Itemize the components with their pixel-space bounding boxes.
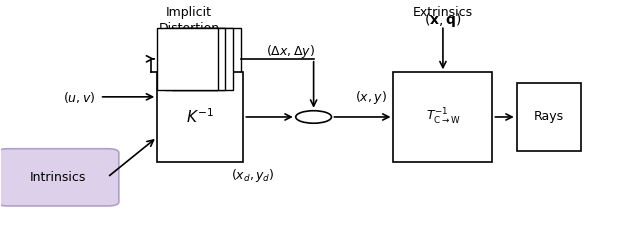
FancyBboxPatch shape xyxy=(173,27,233,90)
FancyBboxPatch shape xyxy=(394,72,492,162)
Text: $(u,v)$: $(u,v)$ xyxy=(63,90,95,106)
Text: $(x,y)$: $(x,y)$ xyxy=(355,90,387,106)
Text: Rays: Rays xyxy=(534,110,564,124)
FancyBboxPatch shape xyxy=(165,27,225,90)
FancyBboxPatch shape xyxy=(516,83,580,151)
Text: Extrinsics: Extrinsics xyxy=(413,6,474,19)
Text: Implicit
Distortion: Implicit Distortion xyxy=(159,6,220,35)
Text: $K^{-1}$: $K^{-1}$ xyxy=(186,108,214,126)
Text: Intrinsics: Intrinsics xyxy=(29,171,86,184)
FancyBboxPatch shape xyxy=(157,72,243,162)
FancyBboxPatch shape xyxy=(180,27,241,90)
Text: $T_{\mathrm{C}\rightarrow\mathrm{W}}^{-1}$: $T_{\mathrm{C}\rightarrow\mathrm{W}}^{-1… xyxy=(426,107,460,127)
Text: $(\Delta x, \Delta y)$: $(\Delta x, \Delta y)$ xyxy=(266,43,315,60)
Text: $(x_d, y_d)$: $(x_d, y_d)$ xyxy=(231,167,275,184)
FancyBboxPatch shape xyxy=(0,149,119,206)
Text: $(\mathbf{x}, \mathbf{q})$: $(\mathbf{x}, \mathbf{q})$ xyxy=(424,11,462,29)
Circle shape xyxy=(296,111,332,123)
FancyBboxPatch shape xyxy=(157,27,218,90)
